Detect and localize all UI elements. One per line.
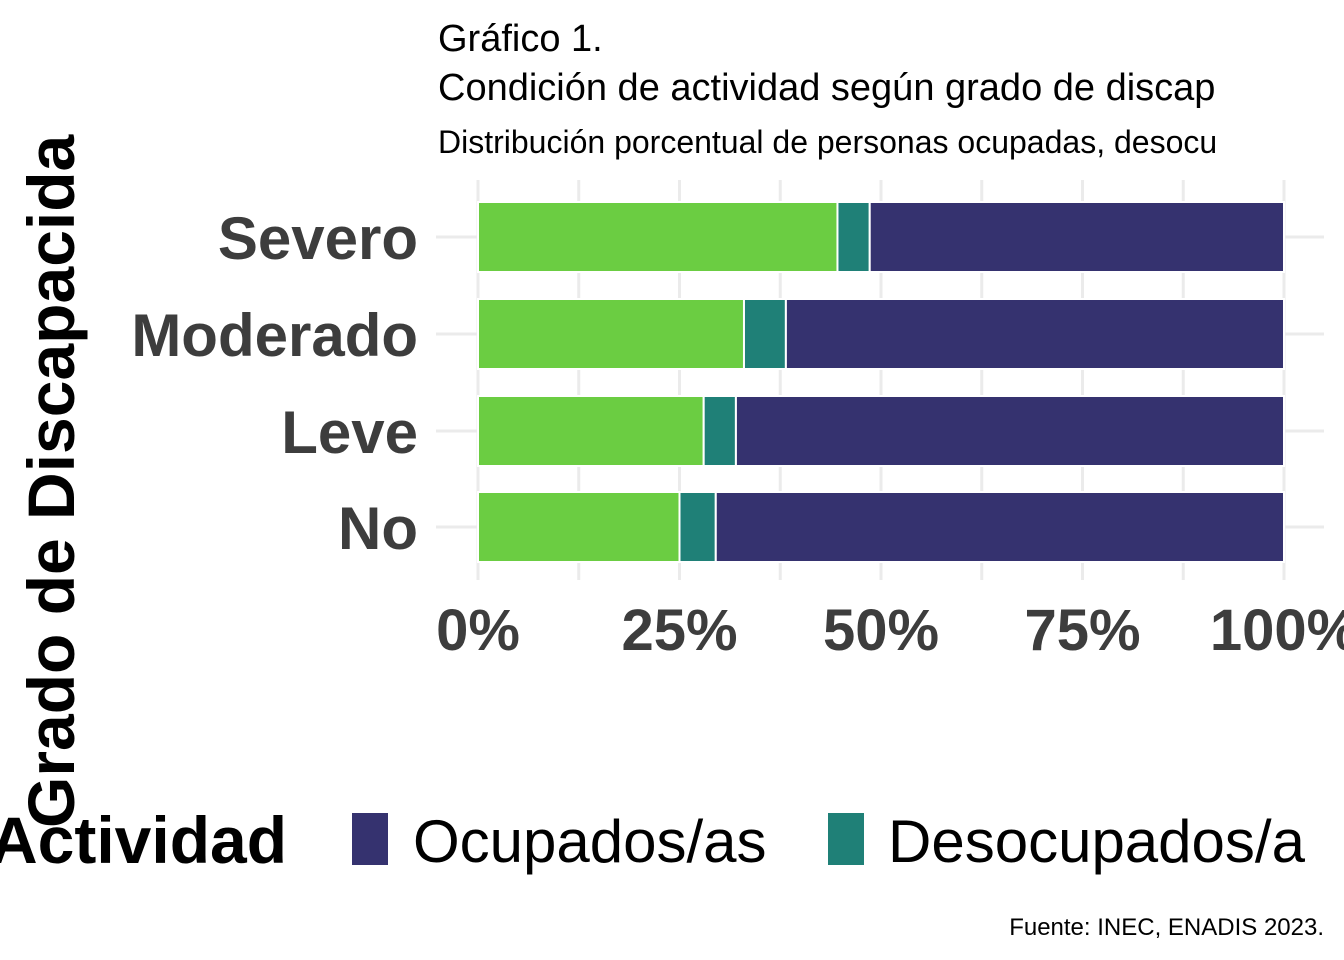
bar-leve-inactivos [477,395,705,467]
legend-swatch-ocupados [352,813,388,865]
bar-leve-desocupados-as [702,395,737,467]
legend-label-ocupados: Ocupados/as [413,808,767,875]
x-tick-label: 75% [1024,598,1140,663]
chart-title: Gráfico 1. [438,18,603,60]
legend-swatch-desocupados [828,813,864,865]
bar-moderado-ocupados-as [784,298,1286,370]
legend-label-desocupados: Desocupados/a [888,808,1306,875]
bar-no-desocupados-as [678,491,717,563]
bar-severo-ocupados-as [868,201,1285,273]
x-tick-label: 50% [823,598,939,663]
x-tick-label: 25% [621,598,737,663]
x-tick-labels: 0% 25% 50% 75% 100% [436,598,1344,663]
x-tick-label: 0% [436,598,520,663]
x-tick-label: 100% [1210,598,1344,663]
legend-title: Actividad [0,803,287,877]
bar-severo-inactivos [477,201,839,273]
bar-moderado-desocupados-as [742,298,787,370]
bar-moderado-inactivos [477,298,745,370]
category-label-moderado: Moderado [131,302,418,369]
category-label-severo: Severo [218,205,418,272]
bar-no-inactivos [477,491,681,563]
chart-title-line2: Condición de actividad según grado de di… [438,67,1215,109]
bar-no-ocupados-as [714,491,1285,563]
category-labels: Severo Moderado Leve No [131,205,418,562]
chart-subtitle: Distribución porcentual de personas ocup… [438,124,1217,160]
category-label-leve: Leve [281,399,418,466]
bar-leve-ocupados-as [734,395,1285,467]
y-axis-label: Grado de Discapacida [14,133,88,828]
bar-severo-desocupados-as [836,201,871,273]
category-label-no: No [338,495,418,562]
caption: Fuente: INEC, ENADIS 2023. [1009,914,1324,941]
bars [477,201,1286,563]
